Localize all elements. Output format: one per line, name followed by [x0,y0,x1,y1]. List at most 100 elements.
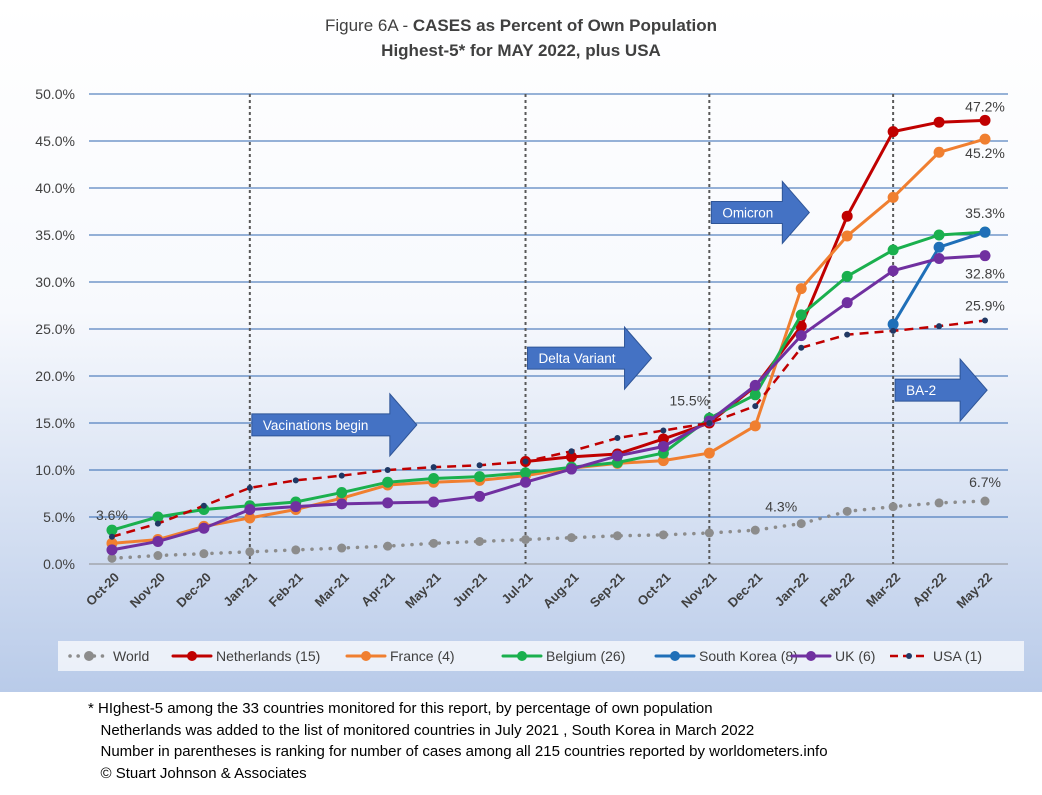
data-point [979,114,991,126]
data-point [796,519,806,529]
data-point [979,133,991,145]
data-point [795,309,807,321]
data-point [887,244,899,256]
chart-title-bold: CASES as Percent of Own Population [412,16,718,35]
data-point [614,435,621,442]
data-point [198,522,210,534]
y-tick-label: 25.0% [35,321,75,337]
data-point [934,498,944,508]
data-point [336,498,348,510]
data-point [152,535,164,547]
data-label: 35.3% [965,205,1005,221]
legend-item: France (4) [345,648,455,664]
legend-label: South Korea (8) [699,648,798,664]
data-point [384,467,391,473]
x-tick-label: Jun-21 [449,570,489,610]
annotation-arrow [251,392,418,458]
data-point [152,511,164,523]
data-point [428,472,440,484]
data-point [200,502,207,509]
data-point [474,471,486,483]
data-point [704,528,714,538]
y-tick-label: 5.0% [43,509,75,525]
line-chart: 0.0% 5.0% 10.0% 15.0% 20.0% 25.0% 30.0% 35.0% 40… [35,86,1008,664]
x-tick-label: Jan-22 [772,570,812,610]
x-tick-label: Feb-21 [266,570,306,610]
data-point [474,490,486,502]
y-tick-label: 0.0% [43,556,75,572]
data-point [749,420,761,432]
x-tick-label: Dec-20 [173,570,214,611]
x-tick-label: Jul-21 [498,570,535,607]
data-point [890,327,897,334]
data-point [430,464,437,471]
data-point [108,533,115,540]
footnote-line: Netherlands was added to the list of mon… [88,721,755,739]
data-point [795,320,807,332]
data-point [338,472,345,479]
data-point [933,253,945,264]
legend-swatch-marker [806,651,816,661]
data-point [657,441,669,452]
data-point [887,265,899,277]
data-point [798,344,805,351]
data-label: 3.6% [96,507,128,523]
x-tick-label: Feb-22 [817,570,857,610]
x-tick-label: Apr-22 [909,570,949,610]
data-point [750,525,760,535]
x-tick-label: Oct-20 [83,570,122,609]
x-tick-label: Nov-21 [678,570,719,611]
legend-label: USA (1) [933,648,982,664]
data-point [244,512,256,524]
series-line [110,254,987,552]
data-point [841,297,853,309]
chart-subtitle: Highest-5* for MAY 2022, plus USA [381,41,661,60]
data-point [154,520,161,527]
footnote-line: Number in parentheses is ranking for num… [88,743,828,760]
series-line [524,118,987,464]
legend-item: Netherlands (15) [171,648,320,664]
x-tick-label: Apr-21 [358,570,398,610]
y-tick-label: 15.0% [35,415,75,431]
data-point [749,379,761,391]
data-point [933,146,945,158]
data-point [522,458,529,465]
data-point [752,403,759,410]
data-point [292,477,299,484]
annotation-label: Vacinations begin [263,418,369,433]
data-point [841,270,853,282]
y-tick-label: 30.0% [35,274,75,290]
legend-swatch-marker [84,651,94,661]
y-tick-label: 45.0% [35,133,75,149]
data-point [520,476,532,488]
legend-item: USA (1) [890,648,982,664]
x-tick-label: Mar-21 [312,570,352,610]
annotation-label: Delta Variant [539,351,616,366]
data-point [658,530,668,540]
annotation-arrow [527,325,653,391]
legend-label: World [113,648,149,664]
x-tick-label: Oct-21 [634,570,673,609]
legend-swatch-marker [187,651,197,661]
data-point [566,533,576,543]
data-label: 15.5% [669,392,709,408]
x-tick-label: Nov-20 [127,570,168,611]
series-line [110,137,987,545]
legend-item: UK (6) [790,648,875,664]
data-point [841,210,853,222]
footnotes: * HIghest-5 among the 33 countries monit… [88,698,828,784]
footnote-line: © Stuart Johnson & Associates [88,764,307,782]
data-point [795,283,807,295]
data-point [382,497,394,509]
data-point [476,462,483,469]
data-point [979,226,991,238]
annotation-arrow [710,180,810,245]
data-point [337,543,347,553]
data-label: 32.8% [965,266,1005,282]
series-line [110,230,987,532]
series-line [110,499,987,561]
data-point [979,250,991,262]
data-point [841,230,853,242]
data-point [106,524,118,536]
data-point [199,549,209,559]
